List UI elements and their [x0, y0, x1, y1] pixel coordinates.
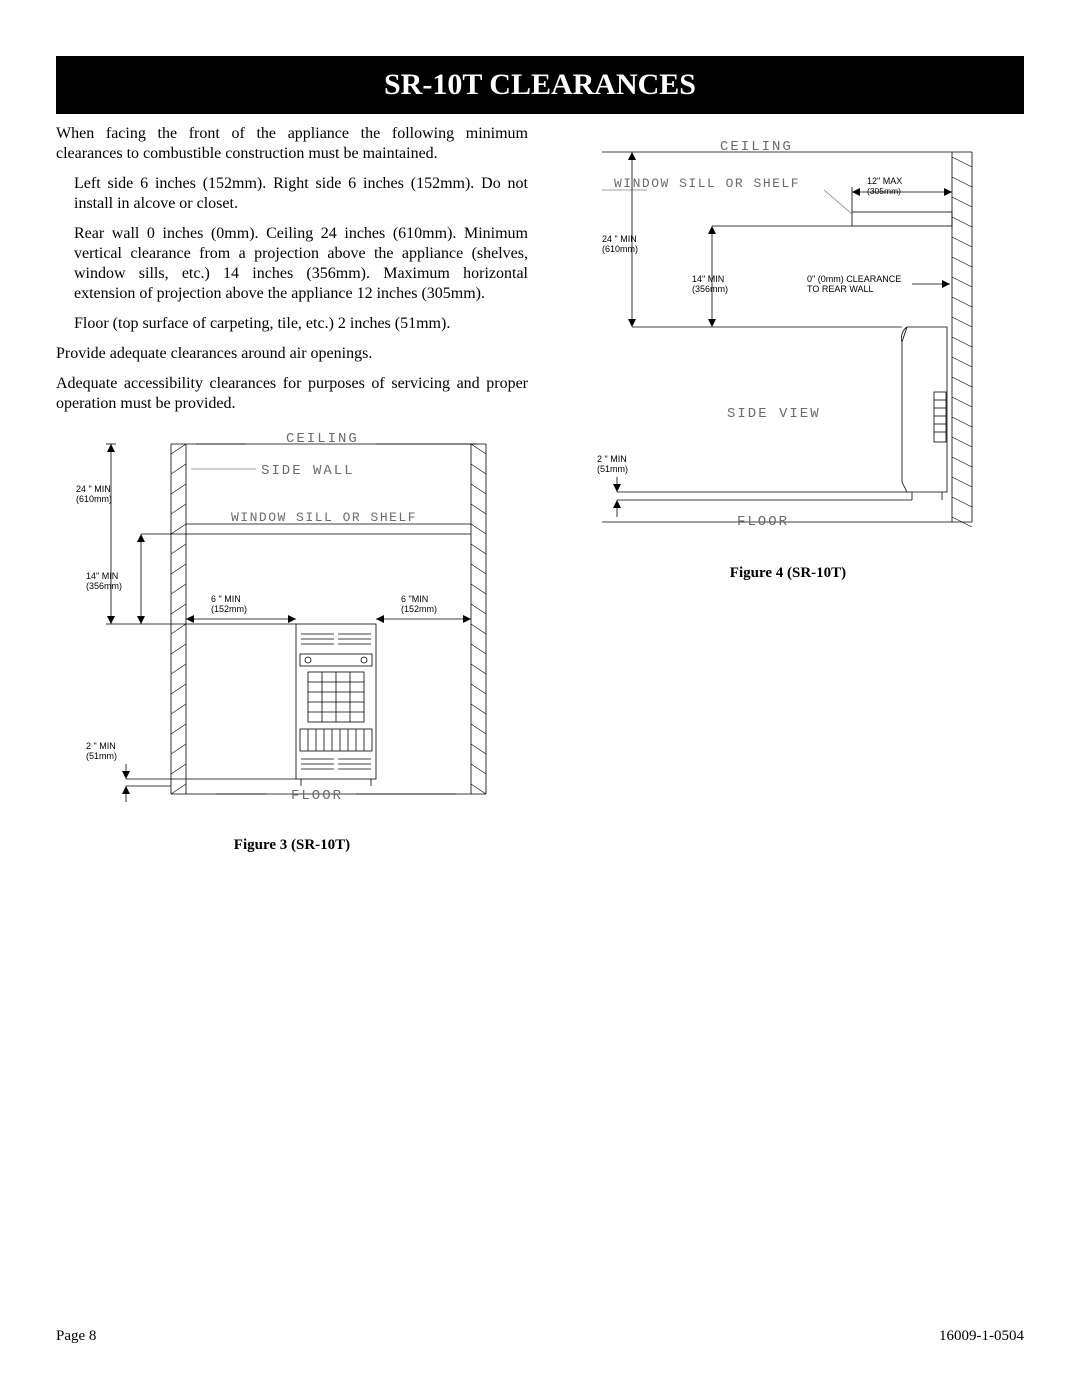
figure-3-caption: Figure 3 (SR-10T)	[56, 837, 528, 854]
paragraph-air: Provide adequate clearances around air o…	[56, 344, 528, 364]
paragraph-rear-ceiling: Rear wall 0 inches (0mm). Ceiling 24 inc…	[74, 224, 528, 304]
title-bar: SR-10T CLEARANCES	[56, 56, 1024, 114]
fig3-sidewall-label: SIDE WALL	[261, 463, 355, 479]
right-column: CEILING	[552, 124, 1024, 854]
fig4-d2a: 2 " MIN	[597, 454, 627, 464]
fig4-d14b: (356mm)	[692, 284, 728, 294]
fig4-sideview-label: SIDE VIEW	[727, 406, 821, 422]
fig4-floor-label: FLOOR	[737, 514, 789, 530]
fig4-rear-hatch	[952, 157, 972, 527]
fig3-floor-label: FLOOR	[291, 788, 343, 804]
paragraph-floor: Floor (top surface of carpeting, tile, e…	[74, 314, 528, 334]
paragraph-intro: When facing the front of the appliance t…	[56, 124, 528, 164]
fig4-ceiling-label: CEILING	[720, 139, 793, 155]
fig3-d6ra: 6 "MIN	[401, 594, 428, 604]
fig3-d2a: 2 " MIN	[86, 741, 116, 751]
fig4-d24a: 24 " MIN	[602, 234, 637, 244]
fig3-right-hatch	[471, 444, 486, 794]
fig3-sill-label: WINDOW SILL OR SHELF	[231, 510, 417, 525]
fig3-d6lb: (152mm)	[211, 604, 247, 614]
fig3-d6la: 6 " MIN	[211, 594, 241, 604]
fig4-d24b: (610mm)	[602, 244, 638, 254]
content-columns: When facing the front of the appliance t…	[56, 124, 1024, 854]
fig4-d12a: 12" MAX	[867, 176, 902, 186]
fig3-left-hatch	[171, 444, 186, 794]
fig3-d14a: 14" MIN	[86, 571, 118, 581]
document-number: 16009-1-0504	[939, 1328, 1024, 1345]
fig4-d14a: 14" MIN	[692, 274, 724, 284]
fig4-d2b: (51mm)	[597, 464, 628, 474]
fig4-rear-a: 0" (0mm) CLEARANCE	[807, 274, 901, 284]
figure-3-svg: CEILING	[56, 424, 516, 824]
fig3-d24a: 24 " MIN	[76, 484, 111, 494]
fig3-d2b: (51mm)	[86, 751, 117, 761]
page-footer: Page 8 16009-1-0504	[56, 1328, 1024, 1345]
paragraph-service: Adequate accessibility clearances for pu…	[56, 374, 528, 414]
title-text: SR-10T CLEARANCES	[384, 68, 696, 101]
fig3-d24b: (610mm)	[76, 494, 112, 504]
left-column: When facing the front of the appliance t…	[56, 124, 528, 854]
fig4-appliance	[902, 327, 947, 500]
figure-4-svg: CEILING	[552, 132, 1012, 552]
fig3-d6rb: (152mm)	[401, 604, 437, 614]
fig4-rear-b: TO REAR WALL	[807, 284, 874, 294]
fig3-appliance	[296, 624, 376, 786]
paragraph-sides: Left side 6 inches (152mm). Right side 6…	[74, 174, 528, 214]
page-number: Page 8	[56, 1328, 96, 1345]
fig3-ceiling-label: CEILING	[286, 431, 359, 447]
fig3-d14b: (356mm)	[86, 581, 122, 591]
fig4-d12b: (305mm)	[867, 186, 901, 196]
fig4-sill-label: WINDOW SILL OR SHELF	[614, 176, 800, 191]
figure-4: CEILING	[552, 132, 1024, 582]
figure-4-caption: Figure 4 (SR-10T)	[552, 565, 1024, 582]
figure-3: CEILING	[56, 424, 528, 854]
